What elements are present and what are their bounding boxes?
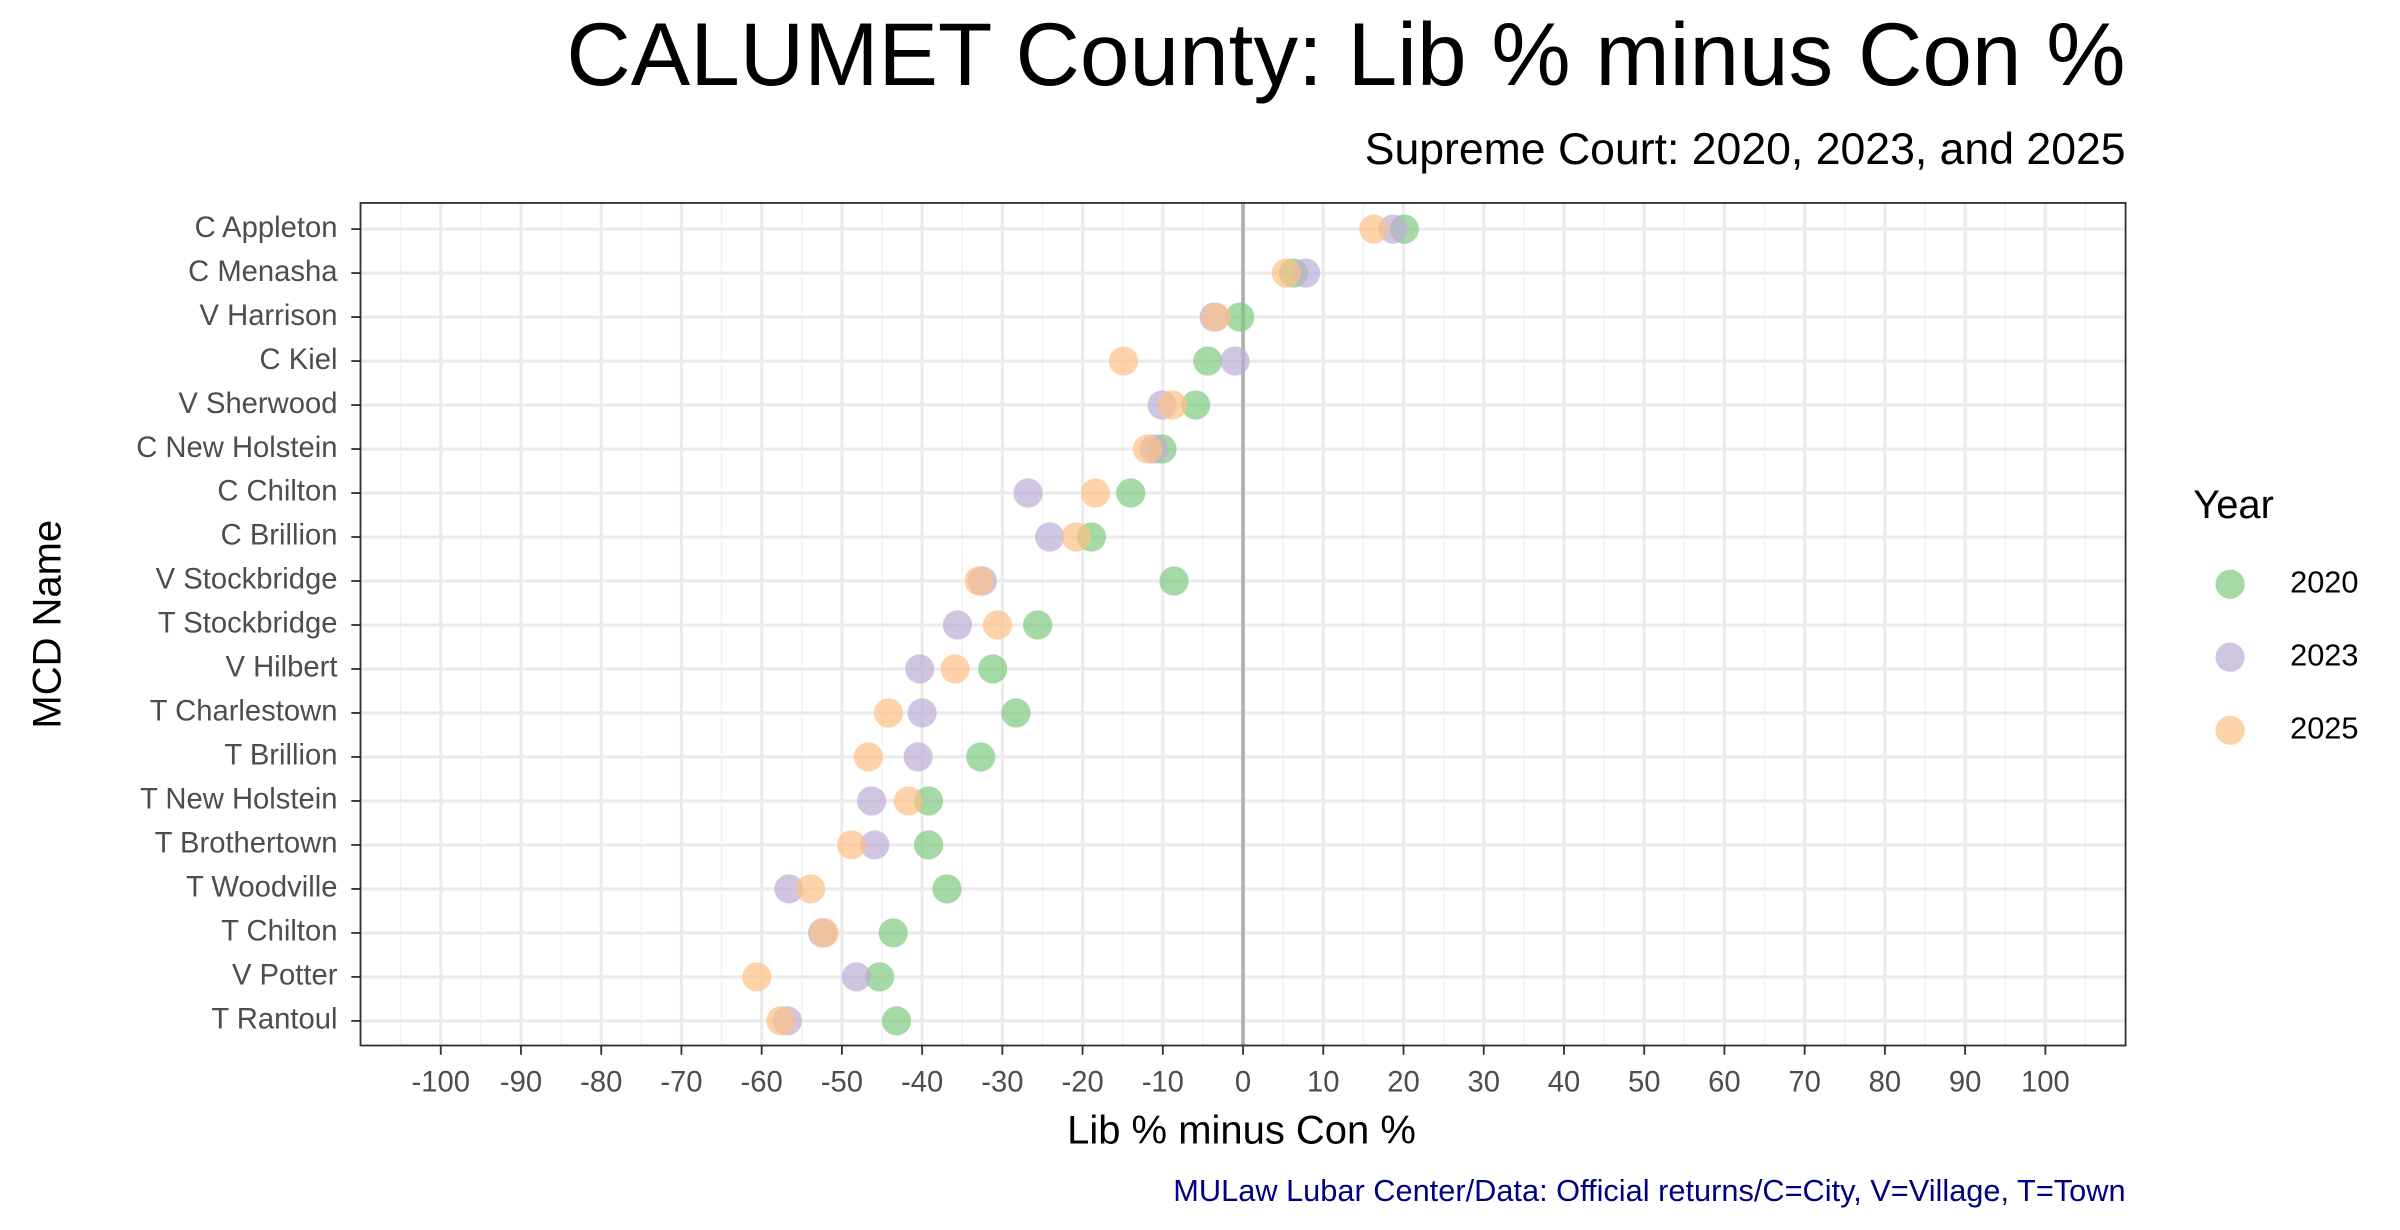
y-tick-label: V Stockbridge (156, 564, 338, 596)
dot (881, 1006, 912, 1036)
x-tick-label: -90 (500, 1067, 542, 1099)
x-tick-label: 20 (1387, 1067, 1419, 1099)
dot (966, 742, 996, 772)
x-tick-label: 10 (1307, 1067, 1339, 1099)
dot (913, 830, 944, 860)
y-tick-label: T Brillion (224, 740, 337, 772)
legend-label: 2023 (2290, 637, 2358, 672)
dot (1159, 566, 1189, 596)
x-tick-label: -70 (660, 1067, 702, 1099)
dot (1023, 610, 1053, 640)
x-tick-label: -30 (981, 1067, 1023, 1099)
y-tick-label: T Charlestown (150, 696, 338, 728)
dot (1193, 346, 1223, 376)
dot (742, 962, 772, 992)
dot (1108, 346, 1139, 376)
legend-title: Year (2193, 483, 2274, 527)
dot (1271, 258, 1301, 288)
dot (905, 654, 935, 684)
caption: MULaw Lubar Center/Data: Official return… (1173, 1173, 2125, 1208)
legend-swatch (2215, 569, 2245, 599)
dot (809, 918, 839, 948)
dot (942, 610, 973, 640)
dot (796, 874, 826, 904)
dot (1035, 522, 1065, 552)
dot (903, 742, 933, 772)
chart-title: CALUMET County: Lib % minus Con % (566, 4, 2125, 104)
dot (1220, 346, 1250, 376)
legend-swatch (2215, 715, 2245, 745)
y-tick-label: C New Holstein (136, 432, 337, 464)
y-tick-label: V Sherwood (178, 388, 337, 420)
y-tick-label: T Woodville (186, 872, 338, 904)
dot (873, 698, 904, 728)
dot (982, 610, 1013, 640)
x-tick-label: 40 (1548, 1067, 1580, 1099)
dot (841, 962, 871, 992)
x-tick-label: -50 (821, 1067, 863, 1099)
x-tick-label: -80 (580, 1067, 622, 1099)
y-tick-label: T Chilton (221, 916, 337, 948)
y-tick-label: C Chilton (217, 476, 337, 508)
dot (1359, 214, 1389, 244)
dot (853, 742, 883, 772)
dot (836, 830, 867, 860)
x-tick-label: 30 (1467, 1067, 1499, 1099)
y-tick-label: C Menasha (188, 256, 338, 288)
dot (907, 698, 937, 728)
x-tick-label: -40 (901, 1067, 943, 1099)
y-tick-label: T New Holstein (140, 784, 337, 816)
dot (1132, 434, 1163, 464)
dot (856, 786, 887, 816)
dot (1116, 478, 1146, 508)
chart-subtitle: Supreme Court: 2020, 2023, and 2025 (1365, 125, 2126, 174)
y-tick-label: V Potter (232, 960, 338, 992)
x-tick-label: -20 (1061, 1067, 1103, 1099)
dot (913, 786, 944, 816)
y-tick-label: C Brillion (221, 520, 338, 552)
y-tick-label: T Rantoul (211, 1004, 337, 1036)
y-axis-label: MCD Name (26, 520, 70, 729)
dot (1080, 478, 1111, 508)
x-tick-label: 100 (2021, 1067, 2070, 1099)
dot (1201, 302, 1231, 332)
plot-border (359, 202, 2127, 1047)
y-tick-label: T Stockbridge (158, 608, 338, 640)
x-tick-label: 80 (1869, 1067, 1901, 1099)
dot (940, 654, 970, 684)
dot (932, 874, 962, 904)
x-tick-label: -60 (741, 1067, 783, 1099)
dot (878, 918, 908, 948)
y-tick-label: V Hilbert (225, 652, 337, 684)
dot (774, 874, 804, 904)
dot (1001, 698, 1031, 728)
dot (766, 1006, 796, 1036)
dot (860, 830, 890, 860)
x-tick-label: 0 (1235, 1067, 1251, 1099)
x-tick-label: -100 (412, 1067, 470, 1099)
dot (865, 962, 895, 992)
legend-label: 2020 (2290, 564, 2358, 599)
legend-label: 2025 (2290, 710, 2358, 745)
dot (1013, 478, 1043, 508)
legend-swatch (2215, 642, 2245, 672)
dot (1061, 522, 1091, 552)
y-tick-label: C Appleton (195, 212, 338, 244)
x-axis-label: Lib % minus Con % (1067, 1109, 1416, 1153)
y-tick-label: V Harrison (200, 300, 338, 332)
dot (1225, 302, 1255, 332)
x-tick-label: 60 (1708, 1067, 1740, 1099)
x-tick-label: -10 (1142, 1067, 1184, 1099)
y-tick-label: C Kiel (260, 344, 338, 376)
x-tick-label: 90 (1949, 1067, 1981, 1099)
dot (964, 566, 994, 596)
dot (1157, 390, 1188, 420)
x-tick-label: 50 (1628, 1067, 1660, 1099)
x-tick-label: 70 (1788, 1067, 1820, 1099)
y-tick-label: T Brothertown (155, 828, 338, 860)
dot (978, 654, 1008, 684)
dot (893, 786, 924, 816)
dot (1181, 390, 1211, 420)
